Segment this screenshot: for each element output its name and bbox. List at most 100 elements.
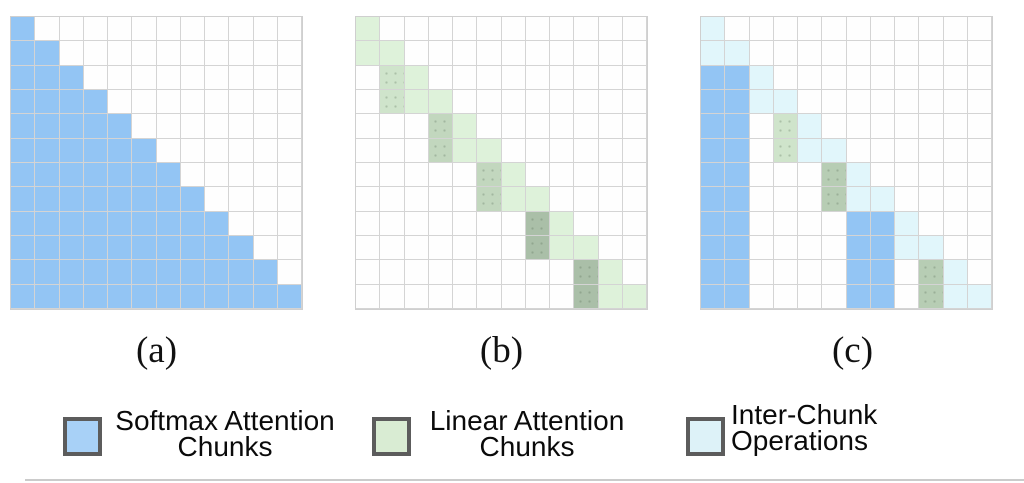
grid-cell: [725, 138, 750, 163]
grid-cell: [798, 66, 822, 90]
grid-cell: [919, 66, 943, 90]
legend-label-softmax: Softmax Attention Chunks: [100, 407, 350, 461]
grid-cell: [919, 212, 943, 236]
grid-cell: [895, 260, 919, 284]
grid-cell: [477, 187, 502, 212]
grid-cell: [502, 260, 526, 284]
grid-cell: [405, 260, 429, 284]
grid-cell: [380, 114, 404, 138]
grid-cell: [180, 284, 205, 309]
grid-cell: [919, 284, 944, 309]
grid-cell: [108, 260, 133, 285]
grid-cell: [750, 285, 774, 309]
grid-cell: [968, 17, 992, 41]
grid-cell: [132, 66, 156, 90]
legend-label-linear: Linear Attention Chunks: [413, 405, 641, 461]
grid-cell: [870, 284, 895, 309]
grid-cell: [967, 284, 992, 309]
grid-cell: [870, 187, 895, 212]
grid-cell: [132, 138, 157, 163]
grid-cell: [798, 138, 823, 163]
grid-cell: [35, 211, 60, 236]
grid-cell: [871, 66, 895, 90]
panel-label-c: (c): [831, 330, 874, 371]
grid-cell: [156, 187, 181, 212]
grid-cell: [429, 212, 453, 236]
grid-cell: [157, 66, 181, 90]
grid-cell: [599, 41, 623, 65]
grid-cell: [822, 212, 846, 236]
grid-cell: [181, 41, 205, 65]
grid-cell: [822, 285, 846, 309]
grid-cell: [750, 260, 774, 284]
grid-cell: [477, 285, 501, 309]
grid-cell: [895, 41, 919, 65]
grid-cell: [277, 284, 302, 309]
grid-cell: [574, 163, 598, 187]
grid-cell: [623, 41, 647, 65]
grid-cell: [774, 41, 798, 65]
grid-cell: [798, 90, 822, 114]
grid-cell: [453, 114, 478, 139]
grid-cell: [205, 17, 229, 41]
grid-cell: [822, 41, 846, 65]
grid-cell: [725, 90, 750, 115]
grid-cell: [477, 163, 502, 188]
grid-cell: [870, 211, 895, 236]
grid-cell: [526, 41, 550, 65]
grid-cell: [156, 284, 181, 309]
grid-cell: [846, 187, 871, 212]
grid-cell: [944, 17, 968, 41]
grid-cell: [895, 90, 919, 114]
grid-cell: [798, 236, 822, 260]
grid-cell: [380, 212, 404, 236]
grid-cell: [944, 236, 968, 260]
grid-cell: [278, 212, 302, 236]
grid-cell: [822, 90, 846, 114]
grid-cell: [871, 114, 895, 138]
grid-cell: [798, 17, 822, 41]
grid-cell: [429, 187, 453, 211]
legend-label-line: Linear Attention: [429, 405, 625, 436]
grid-cell: [156, 163, 181, 188]
grid-cell: [750, 163, 774, 187]
grid-cell: [181, 17, 205, 41]
grid-cell: [944, 114, 968, 138]
grid-cell: [574, 260, 599, 285]
grid-cell: [477, 260, 501, 284]
grid-cell: [574, 17, 598, 41]
grid-cell: [798, 260, 822, 284]
grid-cell: [598, 284, 623, 309]
grid-cell: [870, 260, 895, 285]
grid-cell: [181, 66, 205, 90]
grid-cell: [405, 212, 429, 236]
grid-cell: [525, 211, 550, 236]
grid-cell: [725, 236, 750, 261]
grid-cell: [477, 90, 501, 114]
grid-cell: [502, 41, 526, 65]
grid-cell: [11, 236, 36, 261]
grid-cell: [35, 187, 60, 212]
grid-cell: [774, 187, 798, 211]
grid-cell: [181, 114, 205, 138]
grid-cell: [181, 163, 205, 187]
grid-cell: [157, 17, 181, 41]
grid-cell: [574, 187, 598, 211]
grid-cell: [822, 187, 847, 212]
grid-cell: [968, 66, 992, 90]
grid-cell: [574, 236, 599, 261]
grid-cell: [725, 17, 749, 41]
legend-label-inter-chunk: Inter-Chunk Operations: [731, 401, 971, 455]
grid-cell: [229, 212, 253, 236]
grid-cell: [405, 139, 429, 163]
grid-cell: [847, 114, 871, 138]
grid-cell: [944, 163, 968, 187]
grid-cell: [968, 212, 992, 236]
grid-cell: [550, 139, 574, 163]
grid-cell: [623, 139, 647, 163]
grid-cell: [847, 90, 871, 114]
grid-cell: [550, 260, 574, 284]
grid-cell: [453, 41, 477, 65]
grid-cell: [453, 17, 477, 41]
grid-cell: [254, 236, 278, 260]
